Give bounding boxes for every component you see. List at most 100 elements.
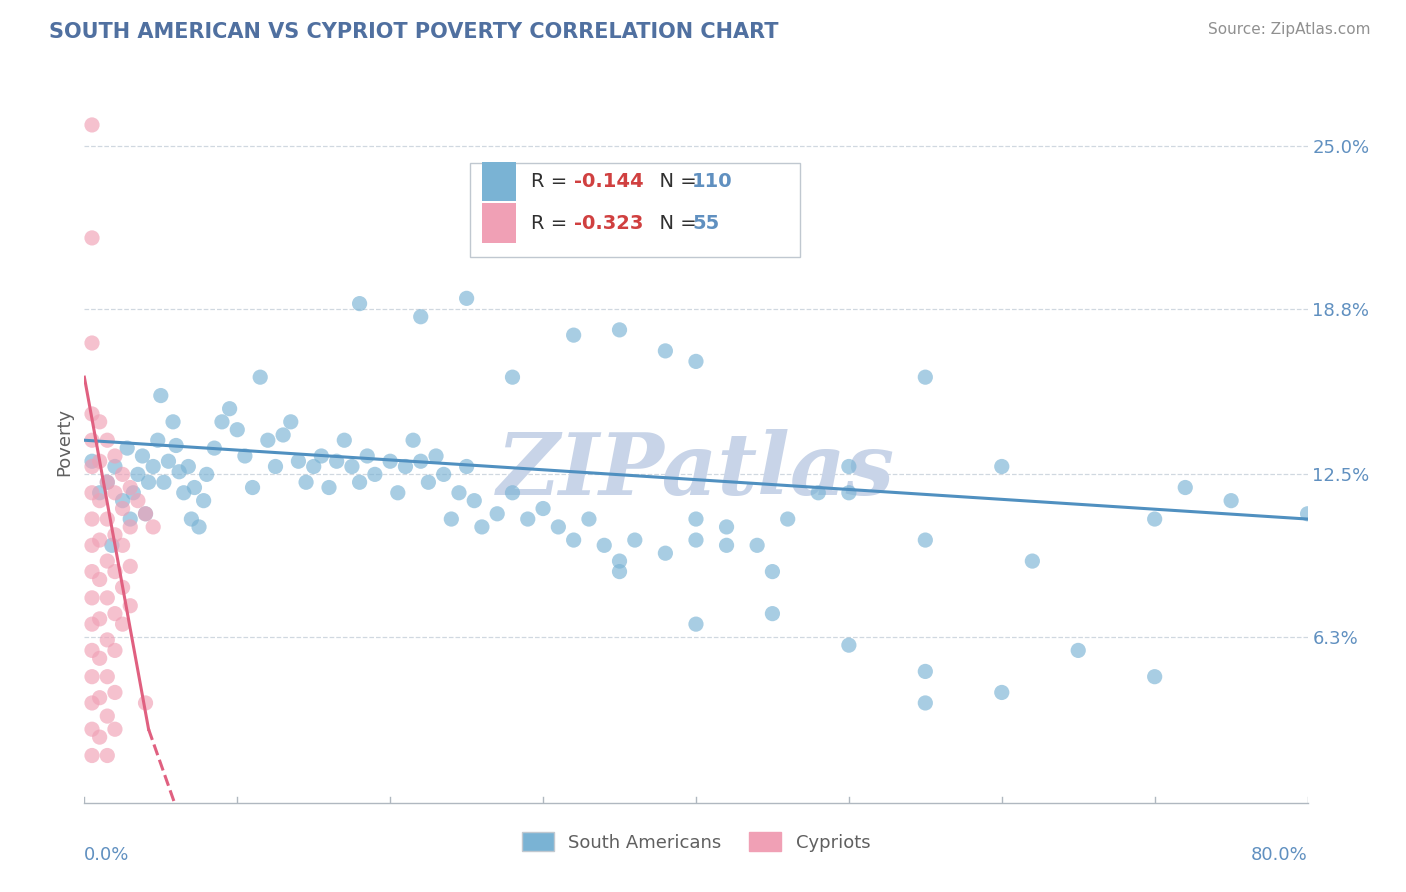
Point bbox=[96, 475, 118, 490]
Point bbox=[562, 328, 585, 343]
Point bbox=[394, 459, 416, 474]
Point bbox=[425, 449, 447, 463]
Point bbox=[249, 370, 271, 384]
Text: 0.0%: 0.0% bbox=[84, 847, 129, 864]
Point bbox=[153, 475, 176, 490]
Point bbox=[122, 485, 145, 500]
Point bbox=[1143, 512, 1166, 526]
Point bbox=[80, 670, 103, 684]
Point bbox=[311, 449, 333, 463]
Point bbox=[104, 643, 127, 657]
Point bbox=[418, 475, 440, 490]
Text: ZIPatlas: ZIPatlas bbox=[496, 429, 896, 512]
Point bbox=[380, 454, 402, 468]
Point bbox=[531, 165, 554, 179]
Point bbox=[471, 520, 494, 534]
Point bbox=[349, 475, 371, 490]
Point bbox=[257, 434, 280, 448]
Point bbox=[1067, 643, 1090, 657]
Point bbox=[387, 485, 409, 500]
Point bbox=[138, 475, 160, 490]
Text: R =: R = bbox=[531, 214, 574, 233]
Point bbox=[89, 730, 111, 744]
Point bbox=[120, 599, 142, 613]
Point bbox=[115, 441, 138, 455]
Text: -0.323: -0.323 bbox=[574, 214, 643, 233]
Point bbox=[146, 434, 169, 448]
Point bbox=[111, 467, 134, 482]
Point bbox=[80, 118, 103, 132]
Point bbox=[1220, 493, 1243, 508]
Point bbox=[89, 533, 111, 547]
Point bbox=[104, 528, 127, 542]
Point bbox=[183, 481, 205, 495]
Point bbox=[531, 501, 554, 516]
FancyBboxPatch shape bbox=[482, 161, 516, 202]
Point bbox=[80, 407, 103, 421]
Point bbox=[502, 485, 524, 500]
Point bbox=[447, 485, 470, 500]
Point bbox=[807, 485, 830, 500]
Point bbox=[104, 449, 127, 463]
Point bbox=[233, 449, 256, 463]
Point bbox=[624, 533, 647, 547]
Point bbox=[96, 434, 118, 448]
Point bbox=[80, 748, 103, 763]
Point bbox=[120, 520, 142, 534]
Y-axis label: Poverty: Poverty bbox=[55, 408, 73, 475]
Point bbox=[914, 696, 936, 710]
Point bbox=[111, 501, 134, 516]
Point bbox=[226, 423, 249, 437]
Point bbox=[127, 493, 149, 508]
Point bbox=[120, 559, 142, 574]
Point bbox=[104, 723, 127, 737]
Point bbox=[1296, 507, 1319, 521]
Point bbox=[562, 533, 585, 547]
Point bbox=[80, 454, 103, 468]
Point bbox=[440, 512, 463, 526]
Point bbox=[302, 459, 325, 474]
Point bbox=[142, 520, 165, 534]
Point bbox=[104, 485, 127, 500]
Point bbox=[96, 554, 118, 568]
Point bbox=[193, 493, 215, 508]
Point bbox=[264, 459, 287, 474]
Point bbox=[280, 415, 302, 429]
Point bbox=[89, 573, 111, 587]
Text: Source: ZipAtlas.com: Source: ZipAtlas.com bbox=[1208, 22, 1371, 37]
Point bbox=[1021, 554, 1043, 568]
Point bbox=[89, 493, 111, 508]
Point bbox=[111, 538, 134, 552]
Text: 55: 55 bbox=[692, 214, 720, 233]
Point bbox=[96, 475, 118, 490]
Point bbox=[502, 370, 524, 384]
Point bbox=[456, 459, 478, 474]
Point bbox=[89, 454, 111, 468]
Point bbox=[104, 565, 127, 579]
Point bbox=[80, 538, 103, 552]
Point bbox=[80, 643, 103, 657]
Point bbox=[593, 538, 616, 552]
Point bbox=[104, 459, 127, 474]
Point bbox=[120, 512, 142, 526]
Point bbox=[211, 415, 233, 429]
Point bbox=[165, 438, 187, 452]
Text: N =: N = bbox=[647, 172, 703, 191]
Point bbox=[991, 459, 1014, 474]
Point bbox=[242, 481, 264, 495]
Point bbox=[1143, 670, 1166, 684]
Point bbox=[318, 481, 340, 495]
Point bbox=[80, 512, 103, 526]
Point bbox=[104, 685, 127, 699]
Point bbox=[914, 533, 936, 547]
Point bbox=[685, 354, 707, 368]
Point bbox=[80, 336, 103, 351]
Point bbox=[162, 415, 184, 429]
Point bbox=[516, 512, 538, 526]
Point bbox=[127, 467, 149, 482]
Point bbox=[991, 685, 1014, 699]
Point bbox=[135, 507, 157, 521]
Point bbox=[349, 296, 371, 310]
Point bbox=[914, 665, 936, 679]
Point bbox=[356, 449, 378, 463]
